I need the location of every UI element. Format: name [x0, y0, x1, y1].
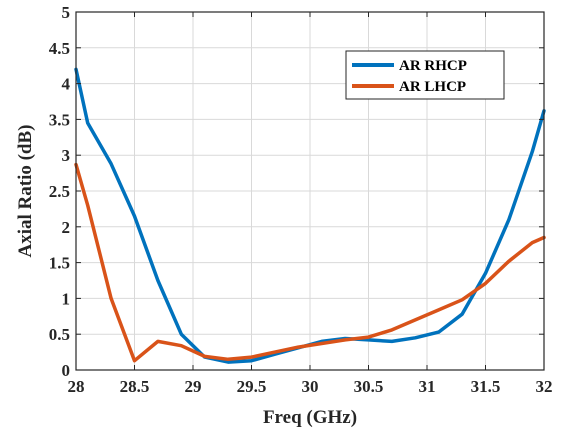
x-tick-label: 29	[185, 377, 202, 396]
y-tick-label: 3.5	[49, 110, 70, 129]
legend-label-lhcp: AR LHCP	[399, 79, 466, 95]
x-axis-label: Freq (GHz)	[263, 407, 357, 428]
legend: AR RHCP AR LHCP	[345, 50, 505, 100]
x-tick-label: 31.5	[471, 377, 501, 396]
y-tick-label: 3	[62, 146, 71, 165]
y-tick-label: 4	[62, 75, 71, 94]
y-tick-labels: 0 0.5 1 1.5 2 2.5 3 3.5 4 4.5 5	[49, 3, 71, 380]
y-axis-label: Axial Ratio (dB)	[15, 125, 36, 258]
series-lines	[74, 67, 546, 364]
legend-box	[345, 50, 505, 100]
x-tick-label: 30	[302, 377, 319, 396]
x-tick-label: 32	[536, 377, 553, 396]
y-tick-label: 0	[62, 361, 71, 380]
y-tick-label: 2.5	[49, 182, 70, 201]
y-tick-label: 1	[62, 289, 71, 308]
y-tick-label: 2	[62, 218, 71, 237]
y-tick-label: 5	[62, 3, 71, 22]
tick-marks	[75, 11, 545, 371]
x-tick-label: 28	[68, 377, 85, 396]
x-tick-label: 31	[419, 377, 436, 396]
legend-label-rhcp: AR RHCP	[399, 58, 467, 74]
y-tick-label: 0.5	[49, 325, 70, 344]
x-tick-label: 28.5	[120, 377, 150, 396]
series-line-lhcp	[74, 162, 546, 363]
y-tick-label: 4.5	[49, 39, 70, 58]
y-tick-label: 1.5	[49, 254, 70, 273]
x-tick-label: 30.5	[354, 377, 384, 396]
x-tick-label: 29.5	[237, 377, 267, 396]
x-tick-labels: 28 28.5 29 29.5 30 30.5 31 31.5 32	[68, 377, 553, 396]
